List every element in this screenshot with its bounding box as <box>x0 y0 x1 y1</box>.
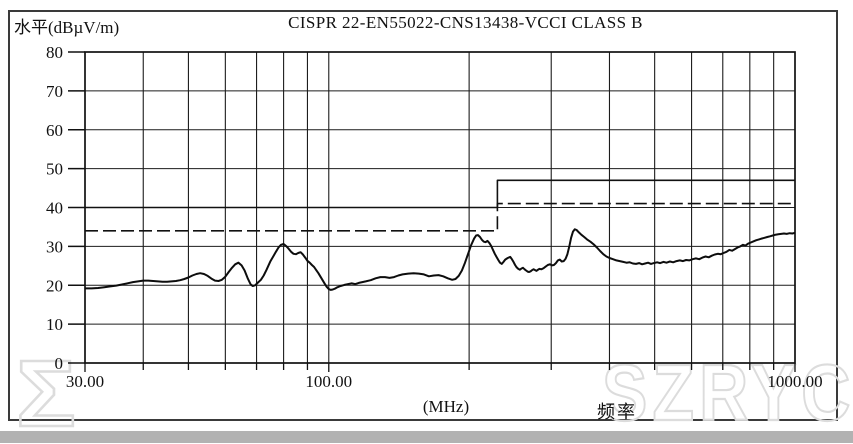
x-axis-unit-label: (MHz) <box>422 397 470 416</box>
chart-frame <box>8 10 838 421</box>
x-axis-name-label: 频率 <box>597 402 637 422</box>
y-axis-unit-label: 水平(dBµV/m) <box>14 18 120 37</box>
window-bottom-edge <box>0 431 853 443</box>
chart-title: CISPR 22-EN55022-CNS13438-VCCI CLASS B <box>288 13 643 32</box>
